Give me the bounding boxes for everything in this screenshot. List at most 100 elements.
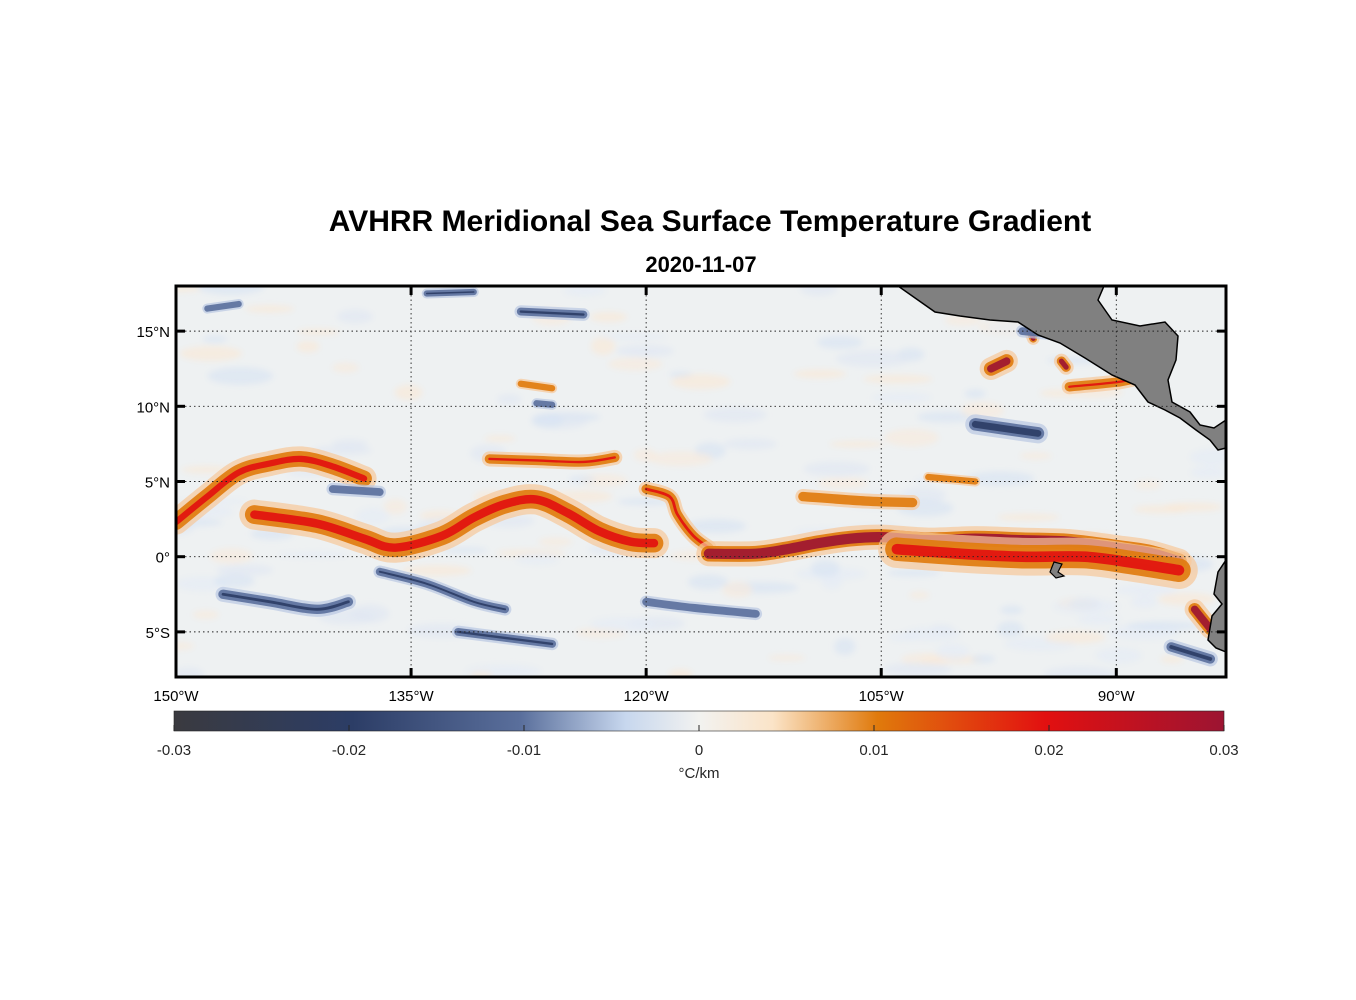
front-core	[221, 592, 350, 611]
texture-patch	[568, 475, 596, 483]
warm-front-11	[795, 489, 921, 511]
warm-front-6	[1184, 599, 1221, 639]
texture-patch	[1095, 647, 1142, 664]
texture-patch	[356, 507, 390, 525]
texture-patch	[1131, 595, 1158, 608]
texture-patch	[804, 461, 870, 477]
texture-patch	[935, 643, 970, 661]
texture-patch	[903, 626, 961, 642]
texture-patch	[997, 621, 1024, 638]
texture-patch	[202, 335, 228, 343]
lon-tick-label: 105°W	[859, 688, 905, 705]
texture-patch	[871, 392, 932, 403]
texture-patch	[836, 350, 911, 368]
texture-patch	[821, 573, 843, 590]
chart-subtitle: 2020-11-07	[645, 252, 757, 277]
chart-title: AVHRR Meridional Sea Surface Temperature…	[328, 205, 1092, 238]
texture-patch	[722, 581, 753, 598]
texture-patch	[383, 499, 407, 515]
warm-front-1	[239, 484, 670, 563]
texture-patch	[817, 335, 863, 349]
land-layer	[896, 286, 1226, 653]
warm-front-9	[1053, 353, 1074, 375]
cold-front-21	[326, 482, 386, 499]
front-core	[519, 310, 585, 316]
front-core	[1058, 358, 1069, 370]
front-core	[971, 420, 1042, 437]
texture-patch	[800, 286, 837, 296]
front-core	[456, 630, 554, 646]
texture-patch	[600, 333, 667, 340]
texture-patch	[997, 513, 1060, 522]
texture-patch	[687, 574, 729, 590]
texture-patch	[1133, 505, 1189, 514]
lat-tick-label: 15°N	[136, 324, 170, 341]
texture-patch	[1019, 452, 1052, 460]
colorbar-tick-label: 0	[695, 742, 703, 759]
texture-patch	[649, 451, 713, 467]
cold-front-20	[514, 305, 590, 321]
colorbar-tick-label: -0.03	[157, 742, 191, 759]
warm-front-13	[515, 378, 558, 394]
colorbar-tick-label: -0.01	[507, 742, 541, 759]
colorbar-tick-label: 0.03	[1209, 742, 1238, 759]
texture-patch	[176, 667, 204, 677]
front-core	[488, 456, 616, 464]
texture-patch	[1134, 480, 1162, 490]
front-band	[642, 597, 760, 618]
texture-patch	[207, 367, 273, 385]
texture-patch	[532, 413, 564, 428]
colorbar-unit-label: °C/km	[679, 765, 720, 782]
texture-patch	[908, 591, 930, 599]
front-band	[517, 380, 556, 392]
texture-patch	[970, 654, 995, 663]
texture-patch	[1160, 655, 1184, 663]
cold-front-25	[1163, 639, 1218, 667]
galapagos-islands	[1049, 561, 1066, 579]
map-ticks: 150°W 135°W 120°W 105°W 90°W 15°N 10°N 5°N 0° 5°S	[136, 286, 1226, 705]
texture-patch	[590, 311, 628, 323]
lat-tick-label: 5°S	[146, 625, 170, 642]
texture-patch	[964, 389, 986, 399]
colorbar: -0.03 -0.02 -0.01 0 0.01 0.02 0.03 °C/km	[157, 710, 1239, 782]
texture-patch	[863, 374, 933, 384]
texture-patch	[332, 362, 359, 373]
warm-front-12	[923, 471, 981, 487]
texture-patch	[210, 548, 253, 564]
lat-tick-label: 10°N	[136, 399, 170, 416]
cold-front-23	[965, 414, 1048, 444]
front-band	[798, 491, 918, 508]
texture-patch	[394, 384, 423, 400]
front-core	[987, 357, 1011, 373]
texture-patch	[1044, 631, 1106, 644]
texture-patch	[810, 559, 840, 577]
lon-tick-label: 90°W	[1098, 688, 1136, 705]
front-core	[1169, 645, 1213, 661]
texture-patch	[1043, 666, 1118, 677]
warm-front-5	[878, 530, 1198, 590]
texture-patch	[515, 552, 559, 565]
texture-patch	[793, 369, 847, 379]
front-band	[328, 485, 384, 496]
texture-patch	[179, 346, 243, 362]
texture-patch	[668, 669, 693, 677]
texture-patch	[961, 401, 1004, 419]
front-band	[533, 400, 556, 408]
cold-front-17	[639, 595, 763, 621]
cold-front-15	[373, 565, 512, 616]
colorbar-tick-label: 0.02	[1034, 742, 1063, 759]
texture-patch	[296, 328, 340, 336]
texture-patch	[278, 551, 349, 559]
texture-patch	[296, 340, 320, 353]
cold-front-14	[215, 586, 356, 617]
texture-patch	[216, 564, 273, 576]
front-core	[378, 570, 507, 611]
texture-patch	[192, 610, 219, 620]
colorbar-ticks: -0.03 -0.02 -0.01 0 0.01 0.02 0.03	[157, 725, 1239, 759]
warm-front-7	[979, 349, 1018, 380]
lon-tick-label: 150°W	[153, 688, 199, 705]
texture-patch	[1114, 584, 1178, 596]
texture-patch	[538, 537, 573, 547]
front-core	[250, 494, 659, 552]
